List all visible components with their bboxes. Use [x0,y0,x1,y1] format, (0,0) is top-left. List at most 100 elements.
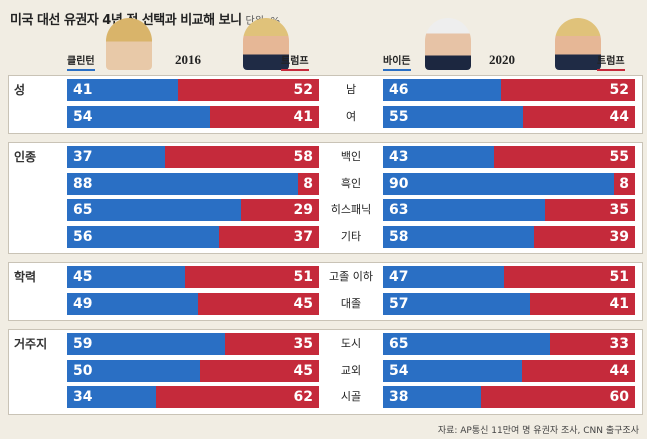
rep-segment: 58 [165,146,319,168]
bar-y2016: 65 29 [67,199,319,221]
row-label: 기타 [340,229,362,243]
value-label: 45 [293,295,313,312]
dem-segment: 49 [67,292,199,315]
rep-segment: 35 [545,199,635,221]
value-label: 58 [293,149,313,165]
value-label: 47 [389,269,409,285]
value-label: 49 [73,295,93,312]
value-label: 37 [73,149,93,165]
value-label: 35 [293,336,313,352]
rep-segment: 45 [198,292,319,315]
row-label: 고졸 이하 [329,270,373,283]
value-label: 51 [609,269,629,285]
value-label: 55 [389,108,409,125]
bar-y2016: 59 35 [67,333,319,355]
row-label: 시골 [340,390,362,403]
bar-y2020: 47 51 [383,266,635,288]
bar-y2016: 54 41 [67,105,319,128]
value-label: 45 [73,269,93,285]
biden-portrait [425,18,471,70]
bar-y2020: 63 35 [383,199,635,221]
dem-segment: 43 [383,146,494,168]
value-label: 34 [73,389,93,405]
rep-segment: 55 [493,146,635,168]
rep-segment: 45 [199,359,319,382]
bar-y2016: 45 51 [67,266,319,288]
bar-y2020: 54 44 [383,359,635,382]
value-label: 65 [389,336,409,352]
value-label: 37 [293,228,313,245]
row-label: 남 [345,83,357,96]
rep-segment: 8 [298,172,319,195]
dem-segment: 59 [67,333,226,355]
dem-segment: 37 [67,146,166,168]
row-label: 히스패닉 [330,203,372,216]
dem-segment: 65 [383,333,551,355]
value-label: 39 [609,228,629,245]
bar-y2020: 57 41 [383,292,635,315]
value-label: 41 [609,295,629,312]
dem-segment: 55 [383,105,523,128]
legend-clinton: 클린턴 [67,52,95,71]
value-label: 56 [73,228,93,245]
dem-segment: 57 [383,292,530,315]
value-label: 41 [293,108,313,125]
rep-segment: 41 [529,292,635,315]
value-label: 54 [389,362,409,379]
value-label: 51 [293,269,313,285]
bar-y2020: 58 39 [383,225,635,248]
value-label: 62 [293,389,313,405]
bar-y2016: 41 52 [67,79,319,101]
category-label: 거주지 [14,337,48,351]
bar-y2020: 65 33 [383,333,635,355]
value-label: 54 [73,108,93,125]
bar-y2016: 88 8 [67,172,319,195]
rep-segment: 8 [614,172,635,195]
rep-segment: 29 [241,199,319,221]
rep-segment: 44 [521,359,635,382]
legend-trump-2020: 트럼프 [597,52,625,71]
legend-trump-2016: 트럼프 [281,52,309,71]
value-label: 58 [389,228,409,245]
value-label: 43 [389,149,409,165]
value-label: 35 [609,202,629,218]
legend-biden: 바이든 [383,52,411,71]
value-label: 29 [293,202,313,218]
value-label: 63 [389,202,409,218]
dem-segment: 38 [383,386,481,408]
rep-segment: 60 [480,386,635,408]
source-note: 자료: AP통신 11만여 명 유권자 조사, CNN 출구조사 [437,426,639,436]
value-label: 90 [389,175,409,192]
value-label: 52 [609,82,629,98]
value-label: 41 [73,82,93,98]
rep-segment: 39 [533,225,635,248]
value-label: 46 [389,82,409,98]
dem-segment: 58 [383,225,534,248]
dem-segment: 50 [67,359,200,382]
category-label: 성 [14,83,26,97]
dem-segment: 56 [67,225,219,248]
bar-y2020: 90 8 [383,172,635,195]
value-label: 8 [303,175,313,192]
dem-segment: 45 [67,266,186,288]
value-label: 88 [73,175,93,192]
value-label: 55 [609,149,629,165]
dem-segment: 41 [67,79,179,101]
value-label: 60 [609,389,629,405]
value-label: 50 [73,362,93,379]
value-label: 52 [293,82,313,98]
rep-segment: 35 [225,333,319,355]
dem-segment: 34 [67,386,157,408]
row-label: 대졸 [340,296,362,310]
rep-segment: 37 [218,225,319,248]
rep-segment: 51 [185,266,319,288]
rep-segment: 44 [523,105,635,128]
row-label: 교외 [340,363,362,377]
bar-y2020: 38 60 [383,386,635,408]
rep-segment: 52 [178,79,319,101]
value-label: 33 [609,336,629,352]
rep-segment: 33 [550,333,635,355]
bar-y2016: 50 45 [67,359,319,382]
dem-segment: 54 [383,359,522,382]
value-label: 45 [293,362,313,379]
